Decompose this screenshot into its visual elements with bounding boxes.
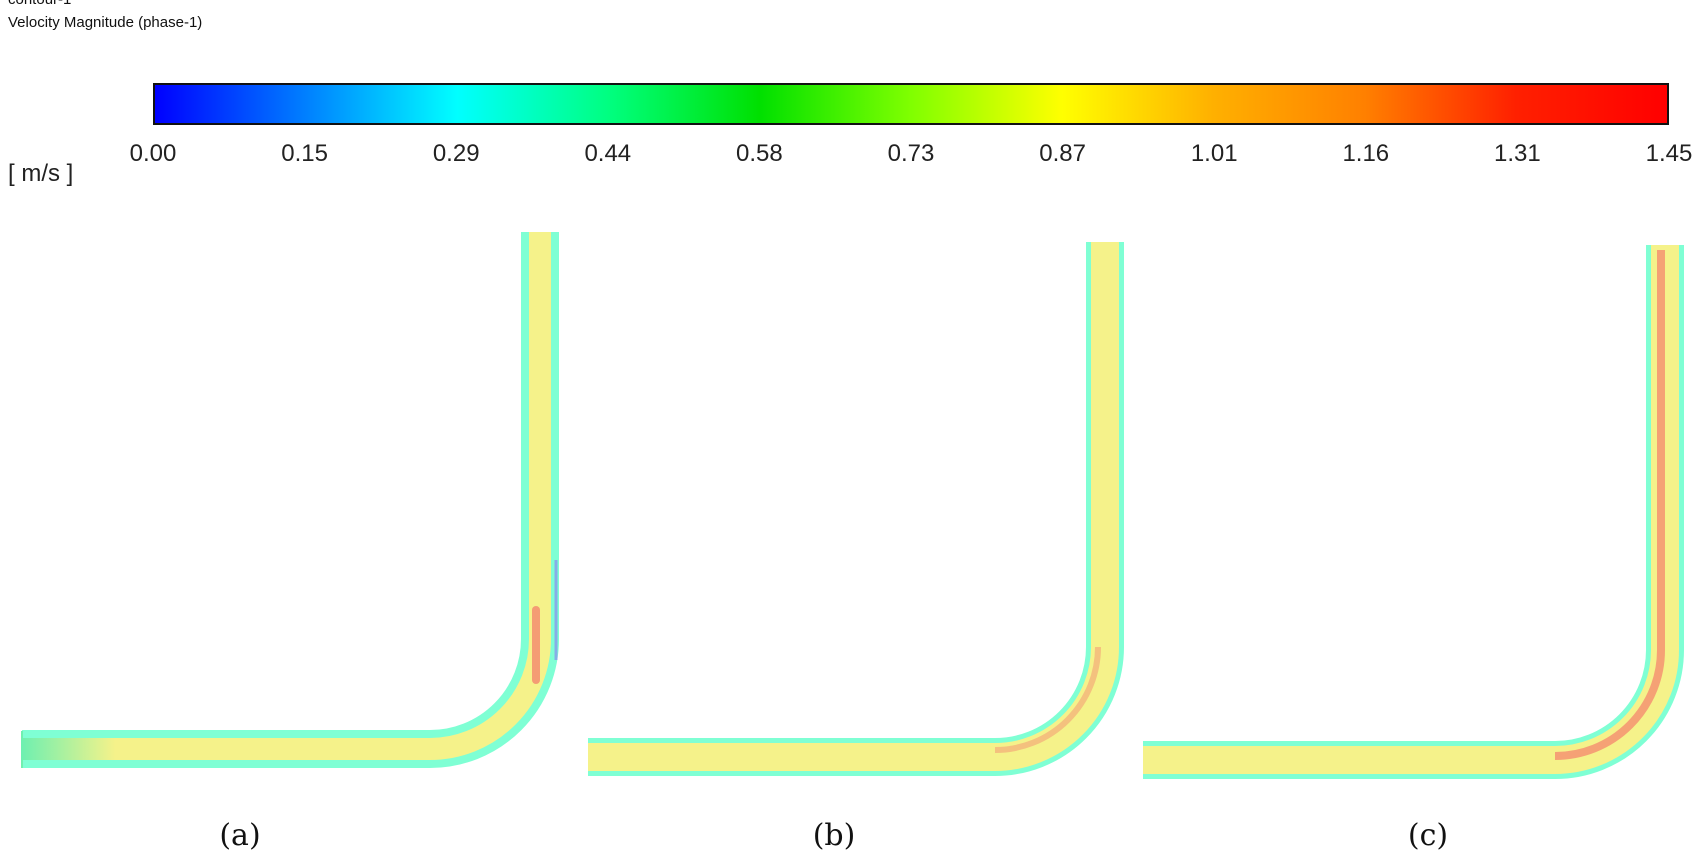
legend-tick-label: 0.29	[432, 140, 480, 167]
pipe-panel-b	[588, 242, 1124, 776]
legend-tick-label: 1.45	[1645, 140, 1693, 167]
pipe-panel-a	[21, 232, 559, 768]
pipe-panel-c	[1143, 245, 1684, 779]
legend-unit: [ m/s ]	[8, 160, 74, 187]
legend-tick-label: 1.16	[1342, 140, 1390, 167]
legend-tick-label: 0.87	[1039, 140, 1086, 167]
legend-tick-label: 0.00	[129, 140, 177, 167]
legend-tick-label: 0.15	[281, 140, 328, 167]
legend-tick-label: 1.01	[1190, 140, 1238, 167]
panel-label-c: (c)	[1407, 818, 1449, 853]
variable-title: Velocity Magnitude (phase-1)	[8, 14, 203, 31]
panel-label-b: (b)	[812, 818, 856, 853]
legend-tick-label: 0.58	[736, 140, 783, 167]
contour-name: contour-1	[8, 0, 71, 8]
legend-tick-label: 1.31	[1494, 140, 1541, 167]
legend-tick-label: 0.44	[584, 140, 632, 167]
color-legend-bar	[153, 83, 1669, 125]
panel-label-a: (a)	[219, 818, 261, 853]
legend-tick-label: 0.73	[887, 140, 935, 167]
